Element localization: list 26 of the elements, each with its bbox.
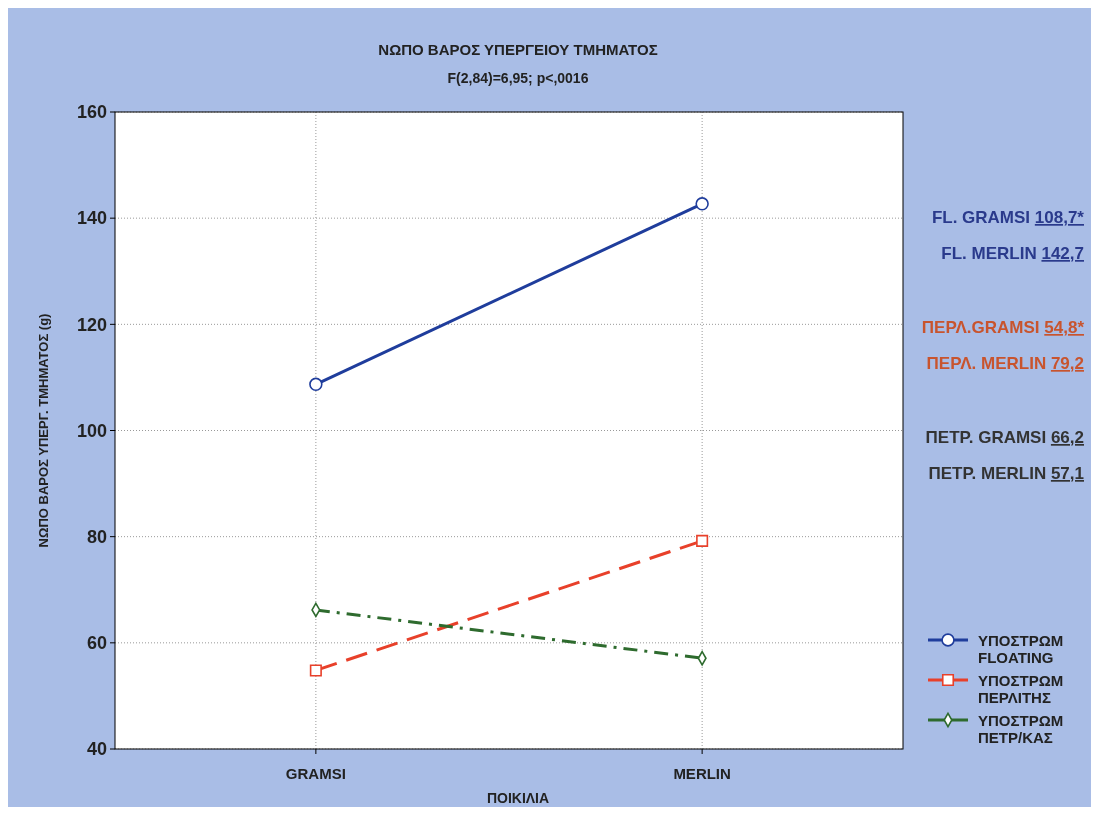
legend-label: ΥΠΟΣΤΡΩΜ ΠΕΡΛΙΤΗΣ: [978, 672, 1064, 706]
point: [309, 377, 323, 392]
y-tick-label: 40: [86, 739, 107, 760]
x-tick-label: GRAMSI: [285, 765, 346, 782]
text: FL. MERLIN 142,7: [941, 244, 1084, 263]
legend-label: ΥΠΟΣΤΡΩΜ FLOATING: [978, 632, 1064, 666]
text: ΠΕΡΛ. MERLIN 79,2: [926, 354, 1084, 373]
y-tick-label: 140: [76, 208, 107, 229]
text: ΠΕΡΛ.GRAMSI 54,8*: [921, 318, 1085, 337]
text: FL. GRAMSI 108,7*: [931, 208, 1085, 227]
y-axis-title: ΝΩΠΟ ΒΑΡΟΣ ΥΠΕΡΓ. ΤΜΗΜΑΤΟΣ (g): [36, 313, 51, 548]
x-tick-label: MERLIN: [673, 765, 731, 782]
point: [695, 197, 709, 211]
y-tick-label: 120: [76, 314, 107, 335]
text: ΠΕΤΡ. GRAMSI 66,2: [925, 428, 1084, 447]
chart-subtitle: F(2,84)=6,95; p<,0016: [447, 70, 589, 86]
x-axis-title: ΠΟΙΚΙΛΙΑ: [486, 790, 550, 806]
y-tick-label: 160: [76, 102, 107, 123]
y-tick-label: 100: [76, 420, 107, 441]
point: [309, 664, 322, 677]
legend-label: ΥΠΟΣΤΡΩΜ ΠΕΤΡ/ΚΑΣ: [978, 712, 1064, 746]
chart-title: ΝΩΠΟ ΒΑΡΟΣ ΥΠΕΡΓΕΙΟΥ ΤΜΗΜΑΤΟΣ: [378, 41, 658, 58]
y-tick-label: 80: [86, 526, 107, 547]
text: ΠΕΤΡ. MERLIN 57,1: [928, 464, 1084, 483]
point: [696, 534, 709, 547]
y-tick-label: 60: [86, 633, 107, 654]
